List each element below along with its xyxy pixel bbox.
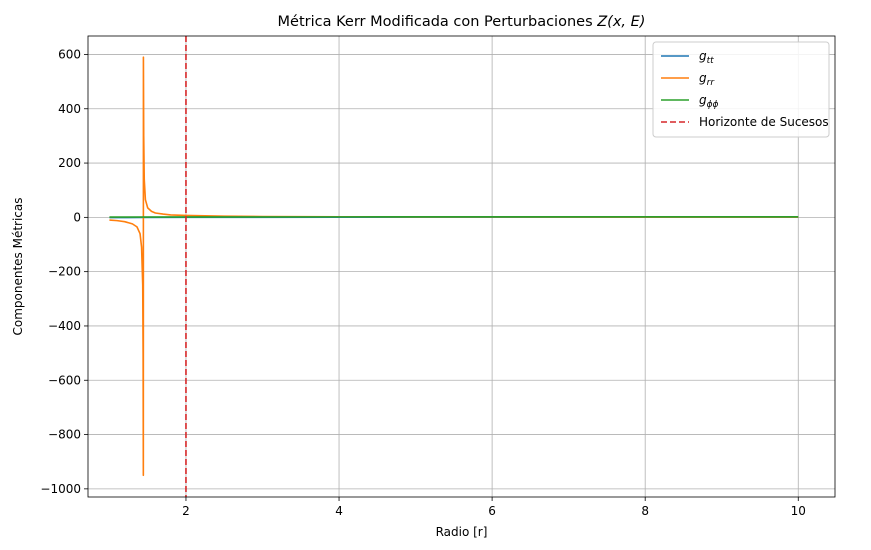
- chart-title-text: Métrica Kerr Modificada con Perturbacion…: [278, 14, 598, 30]
- legend-entry-label: Horizonte de Sucesos: [699, 115, 829, 129]
- x-tick-label: 4: [335, 504, 343, 518]
- y-tick-label: 0: [73, 210, 81, 224]
- y-tick-label: −400: [48, 319, 81, 333]
- legend-entry-label: grr: [699, 71, 715, 88]
- y-tick-label: −800: [48, 428, 81, 442]
- y-axis: −1000 −800 −600 −400 −200 0 200 400 600: [40, 47, 88, 496]
- y-tick-label: 400: [58, 102, 81, 116]
- legend-entry-label: gϕϕ: [699, 93, 719, 110]
- y-tick-label: −200: [48, 265, 81, 279]
- x-tick-label: 2: [182, 504, 190, 518]
- x-axis: 2 4 6 8 10: [182, 497, 806, 518]
- x-tick-label: 10: [791, 504, 806, 518]
- legend-entry-label: gtt: [699, 49, 714, 66]
- y-tick-label: −1000: [40, 482, 81, 496]
- y-tick-label: −600: [48, 373, 81, 387]
- legend-box: [652, 41, 830, 138]
- y-tick-label: 200: [58, 156, 81, 170]
- legend: gtt grr gϕϕ Horizonte de Sucesos: [652, 41, 830, 138]
- plot-frame: [87, 35, 836, 498]
- x-axis-label: Radio [r]: [436, 525, 488, 539]
- y-axis-label: Componentes Métricas: [11, 197, 25, 335]
- chart-title: Métrica Kerr Modificada con Perturbacion…: [278, 14, 646, 30]
- x-tick-label: 6: [488, 504, 496, 518]
- x-tick-label: 8: [641, 504, 649, 518]
- y-tick-label: 600: [58, 47, 81, 61]
- series-layer: [109, 36, 799, 497]
- chart-title-math: Z(x, E): [596, 14, 645, 30]
